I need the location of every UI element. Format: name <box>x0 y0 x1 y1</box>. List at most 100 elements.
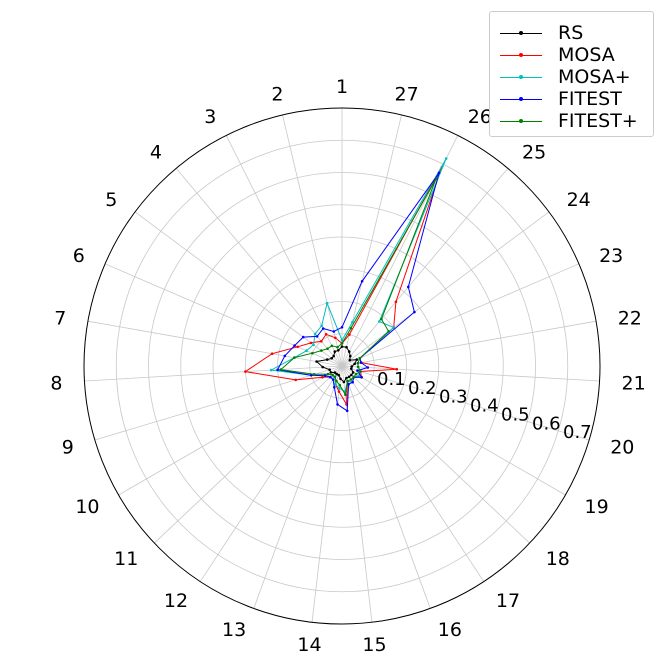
point-fitest-plus-3 <box>330 344 334 348</box>
point-fitest-plus-13 <box>335 379 338 383</box>
point-rs-3 <box>333 350 337 353</box>
legend: RS MOSA MOSA+ FITEST FITEST+ <box>489 11 654 137</box>
point-rs-6 <box>325 358 329 361</box>
legend-item-mosa: MOSA <box>490 44 653 66</box>
point-rs-2 <box>337 349 340 352</box>
point-fitest-8 <box>276 368 279 372</box>
spoke-line <box>341 211 550 367</box>
point-mosa-8 <box>244 370 247 373</box>
point-fitest-plus-6 <box>311 351 314 355</box>
category-label-21: 21 <box>622 372 646 394</box>
legend-label-rs: RS <box>558 22 584 44</box>
point-rs-22 <box>353 362 357 366</box>
point-fitest-plus-25 <box>380 317 383 321</box>
legend-marker-rs <box>519 31 523 35</box>
legend-marker-mosa <box>519 53 523 57</box>
spoke-line <box>154 365 343 544</box>
category-label-5: 5 <box>105 189 117 211</box>
radial-tick-label: 0.5 <box>501 404 530 425</box>
point-rs-7 <box>315 360 318 363</box>
legend-marker-mosa-plus <box>519 75 523 79</box>
category-label-24: 24 <box>567 189 591 211</box>
category-label-27: 27 <box>395 84 419 106</box>
grid-layer <box>83 107 601 625</box>
legend-label-fitest: FITEST <box>558 88 622 110</box>
point-fitest-20 <box>356 369 359 372</box>
series-line-fitest-plus <box>279 178 437 397</box>
point-mosa-10 <box>321 376 324 379</box>
spoke-line <box>341 365 566 496</box>
point-rs-5 <box>330 357 334 360</box>
category-label-9: 9 <box>62 436 74 458</box>
spoke-line <box>282 114 343 367</box>
point-rs-23 <box>355 358 359 361</box>
point-rs-12 <box>335 372 339 376</box>
point-mosa-plus-8 <box>269 368 273 372</box>
point-fitest-plus-20 <box>359 370 362 373</box>
point-rs-26 <box>347 350 351 353</box>
point-fitest-1 <box>340 326 344 329</box>
point-mosa-plus-13 <box>334 382 337 386</box>
point-mosa-14 <box>337 390 341 393</box>
point-fitest-26 <box>437 171 441 175</box>
spoke-line <box>134 211 343 367</box>
point-rs-10 <box>329 371 333 374</box>
radial-tick-label: 0.6 <box>532 413 561 434</box>
spoke-line <box>87 320 343 367</box>
point-rs-13 <box>337 373 341 377</box>
category-label-14: 14 <box>297 634 321 656</box>
legend-label-mosa-plus: MOSA+ <box>558 66 631 88</box>
point-fitest-14 <box>336 403 339 406</box>
point-fitest-plus-11 <box>331 373 334 377</box>
point-fitest-plus-9 <box>312 373 316 376</box>
point-mosa-plus-24 <box>392 326 396 329</box>
point-rs-24 <box>348 358 352 362</box>
legend-marker-fitest-plus <box>519 119 523 123</box>
point-fitest-plus-5 <box>320 349 323 352</box>
point-mosa-5 <box>309 341 313 345</box>
point-mosa-21 <box>395 367 399 371</box>
point-mosa-2 <box>334 336 337 340</box>
point-fitest-plus-16 <box>346 379 349 383</box>
spoke-line <box>341 365 530 544</box>
point-fitest-16 <box>347 382 350 386</box>
point-mosa-plus-14 <box>338 387 341 390</box>
point-fitest-11 <box>329 375 332 379</box>
point-mosa-plus-4 <box>313 332 317 336</box>
spoke-line <box>104 263 343 367</box>
point-fitest-10 <box>323 374 327 378</box>
legend-marker-fitest <box>519 97 523 101</box>
spoke-line <box>253 365 343 609</box>
point-fitest-plus-1 <box>340 342 344 345</box>
category-label-26: 26 <box>468 106 492 128</box>
category-label-2: 2 <box>271 84 283 106</box>
point-mosa-plus-2 <box>325 301 329 305</box>
point-rs-1 <box>340 345 344 348</box>
point-rs-27 <box>345 345 348 349</box>
point-rs-15 <box>342 380 346 384</box>
point-rs-4 <box>332 354 336 358</box>
spoke-line <box>311 365 343 623</box>
category-label-13: 13 <box>222 619 246 641</box>
point-rs-18 <box>350 373 353 377</box>
point-mosa-plus-25 <box>378 320 381 323</box>
point-fitest-22 <box>359 361 363 364</box>
point-rs-9 <box>328 368 331 372</box>
point-mosa-7 <box>270 352 274 356</box>
point-rs-19 <box>351 371 355 374</box>
series-line-rs <box>315 346 358 383</box>
category-label-6: 6 <box>73 245 85 267</box>
category-label-12: 12 <box>164 590 188 612</box>
point-mosa-plus-1 <box>340 338 344 342</box>
point-fitest-24 <box>413 310 416 314</box>
category-label-3: 3 <box>204 106 216 128</box>
category-label-20: 20 <box>610 436 634 458</box>
category-label-19: 19 <box>585 496 609 518</box>
point-fitest-17 <box>351 380 354 384</box>
point-fitest-2 <box>332 330 336 333</box>
point-fitest-plus-18 <box>352 375 356 379</box>
series-layer <box>244 157 448 413</box>
point-mosa-27 <box>348 333 351 336</box>
category-label-18: 18 <box>546 548 570 570</box>
